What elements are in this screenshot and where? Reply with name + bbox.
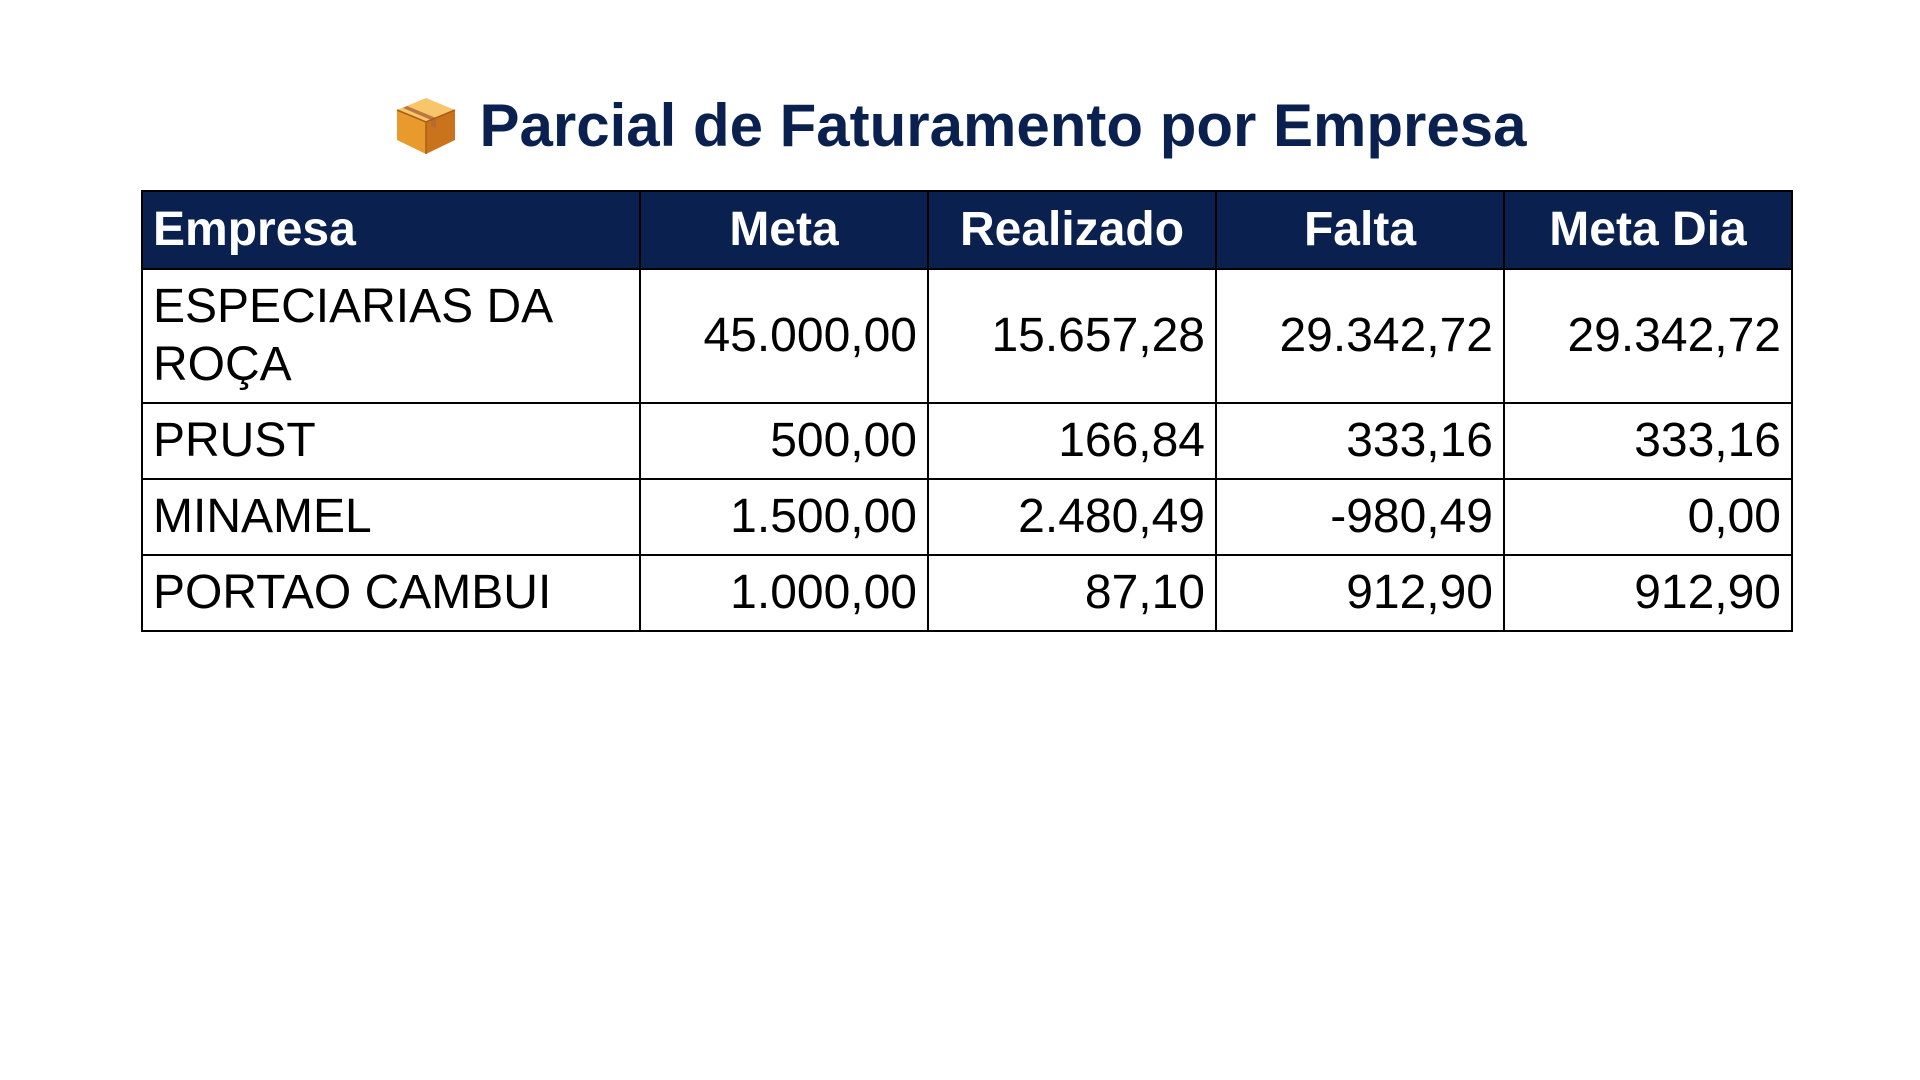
package-box-icon bbox=[397, 98, 456, 154]
cell-realizado: 87,10 bbox=[927, 554, 1217, 632]
cell-meta: 500,00 bbox=[639, 402, 929, 480]
column-header-meta-dia: Meta Dia bbox=[1503, 190, 1793, 270]
cell-empresa: PORTAO CAMBUI bbox=[141, 554, 641, 632]
cell-empresa: PRUST bbox=[141, 402, 641, 480]
table-header-row: Empresa Meta Realizado Falta Meta Dia bbox=[141, 190, 1793, 270]
table-row: PRUST 500,00 166,84 333,16 333,16 bbox=[141, 402, 1793, 480]
cell-falta: -980,49 bbox=[1215, 478, 1505, 556]
table-row: PORTAO CAMBUI 1.000,00 87,10 912,90 912,… bbox=[141, 554, 1793, 632]
cell-empresa: ESPECIARIAS DA ROÇA bbox=[141, 268, 641, 404]
cell-meta: 1.000,00 bbox=[639, 554, 929, 632]
cell-meta-dia: 0,00 bbox=[1503, 478, 1793, 556]
cell-realizado: 15.657,28 bbox=[927, 268, 1217, 404]
cell-meta: 45.000,00 bbox=[639, 268, 929, 404]
column-header-meta: Meta bbox=[639, 190, 929, 270]
table-row: MINAMEL 1.500,00 2.480,49 -980,49 0,00 bbox=[141, 478, 1793, 556]
title-text: Parcial de Faturamento por Empresa bbox=[479, 92, 1527, 159]
cell-meta: 1.500,00 bbox=[639, 478, 929, 556]
page-title: Parcial de Faturamento por Empresa bbox=[0, 88, 1920, 164]
cell-falta: 29.342,72 bbox=[1215, 268, 1505, 404]
column-header-falta: Falta bbox=[1215, 190, 1505, 270]
cell-falta: 333,16 bbox=[1215, 402, 1505, 480]
billing-table: Empresa Meta Realizado Falta Meta Dia ES… bbox=[141, 190, 1793, 632]
cell-realizado: 166,84 bbox=[927, 402, 1217, 480]
cell-meta-dia: 29.342,72 bbox=[1503, 268, 1793, 404]
column-header-realizado: Realizado bbox=[927, 190, 1217, 270]
cell-falta: 912,90 bbox=[1215, 554, 1505, 632]
table-row: ESPECIARIAS DA ROÇA 45.000,00 15.657,28 … bbox=[141, 268, 1793, 404]
column-header-empresa: Empresa bbox=[141, 190, 641, 270]
cell-meta-dia: 912,90 bbox=[1503, 554, 1793, 632]
cell-empresa: MINAMEL bbox=[141, 478, 641, 556]
cell-realizado: 2.480,49 bbox=[927, 478, 1217, 556]
cell-meta-dia: 333,16 bbox=[1503, 402, 1793, 480]
